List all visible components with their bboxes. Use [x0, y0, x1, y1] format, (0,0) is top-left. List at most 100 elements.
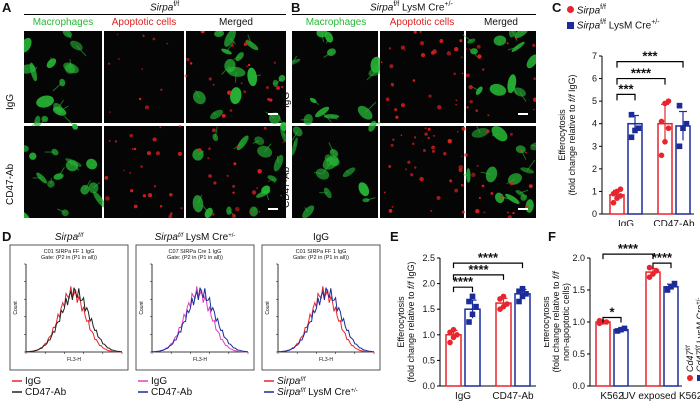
panel-a-tile-r1-c1-apoptotic — [129, 172, 132, 174]
panel-letter-e: E — [390, 229, 399, 244]
panel-a-tile-r1-c2-process — [276, 155, 279, 164]
flow-histogram-curve — [277, 287, 375, 353]
panel-a-tile-r0-c2-apoptotic — [269, 98, 273, 102]
panel-b-tile-r1-c1-apoptotic — [427, 127, 431, 131]
flow-legend-label: IgG — [151, 376, 167, 387]
panel-b-tile-r0-c2-apoptotic — [476, 44, 481, 49]
flow-legend-label: CD47-Ab — [151, 387, 193, 398]
panel-b-tile-r1-c1-apoptotic — [443, 152, 447, 156]
data-point — [621, 325, 628, 332]
data-point — [653, 268, 660, 274]
panel-a-tile-r1-c1-apoptotic — [131, 147, 134, 151]
panel-b-tile-r1-c1-apoptotic — [400, 134, 403, 136]
panel-a-tile-r0-c2-apoptotic — [186, 57, 190, 62]
panel-a-tile-r0-c0-process — [50, 57, 52, 64]
panel-b-tile-r1-c0-process — [372, 121, 381, 127]
panel-b-tile-r0-c2-apoptotic — [482, 68, 485, 71]
panel-b-tile-r1-c0-bg — [292, 126, 378, 218]
panel-a-tile-r1-c2-apoptotic — [268, 180, 270, 183]
panel-b-tile-r0-c0-process — [321, 32, 325, 43]
significance-bracket — [452, 286, 474, 293]
panel-a-col-macrophages: Macrophages — [32, 17, 94, 28]
significance-label: *** — [618, 81, 634, 96]
panel-a-tile-r1-c2-apoptotic — [197, 147, 202, 152]
legend-c-red-dot — [567, 6, 574, 14]
panel-b-tile-r1-c1-apoptotic — [430, 209, 433, 212]
panel-a-tile-r0-c2-apoptotic — [243, 90, 247, 94]
panel-a-tile-r1-c1-apoptotic — [142, 194, 147, 198]
panel-a-tile-r0-c2-process — [195, 89, 200, 98]
panel-b-col-merged: Merged — [484, 17, 518, 28]
panel-b-tile-r0-c1-apoptotic — [389, 64, 394, 69]
panel-a-tile-r0-c2-apoptotic — [229, 109, 233, 112]
y-tick-label: 0 — [592, 209, 597, 219]
data-point — [665, 98, 672, 104]
panel-b-tile-r1-c1-apoptotic — [388, 164, 392, 169]
y-tick-label: 1 — [592, 186, 597, 196]
panel-b-tile-r1-c2-process — [476, 126, 481, 134]
data-point — [500, 293, 507, 300]
panel-b-col-apoptotic: Apoptotic cells — [389, 17, 455, 28]
panel-a-tile-r0-c1-apoptotic — [116, 33, 119, 36]
flow-title: Sirpaf/f LysM Cre+/- — [155, 232, 236, 243]
flow-legend-label: IgG — [25, 376, 41, 387]
panel-a-tile-r1-c1-apoptotic — [155, 151, 160, 156]
panel-a-row-igg: IgG — [5, 93, 16, 110]
panel-b-tile-r0-c2-process — [462, 34, 472, 42]
panel-b-tile-r1-c2-apoptotic — [509, 132, 513, 136]
panel-a-tile-r1-c2-apoptotic — [232, 191, 235, 194]
panel-a-tile-r1-c2-cell — [254, 136, 265, 146]
panel-b-tile-r0-c0 — [285, 27, 387, 126]
panel-b-tile-r1-c0-cell — [291, 137, 298, 156]
data-point — [617, 186, 624, 192]
panel-a-tile-r1-c2-apoptotic — [212, 128, 216, 133]
panel-b-tile-r0-c1-bg — [380, 31, 464, 123]
panel-a-tile-r1-c2-apoptotic — [282, 141, 285, 144]
data-point — [662, 138, 668, 145]
panel-b-tile-r1-c2-apoptotic — [475, 208, 480, 214]
panel-a-tile-r1-c2-apoptotic — [233, 162, 237, 166]
panel-a-tile-r1-c0-cell — [51, 148, 59, 156]
data-point — [469, 311, 476, 318]
panel-a-tile-r0-c2-cell — [227, 66, 246, 77]
panel-b-micrographs — [285, 25, 542, 223]
panel-a-tile-r0-c2-cell — [210, 109, 223, 120]
panel-a-tile-r0-c2-apoptotic — [200, 29, 205, 34]
panel-b-tile-r0-c2-process — [494, 89, 499, 94]
panel-a-tile-r1-c2 — [186, 116, 288, 219]
panel-b-tile-r1-c2-apoptotic — [478, 196, 481, 200]
y-tick-label: 2.0 — [422, 279, 435, 289]
significance-bracket — [616, 77, 666, 85]
flow-y-label: Count — [139, 301, 145, 315]
y-tick-label: 7 — [592, 51, 597, 61]
panel-a-tile-r1-c2-apoptotic — [258, 210, 261, 213]
flow-gate-label: Gate: (P2 in (P1 in all)) — [167, 255, 223, 261]
panel-b-tile-r1-c2-apoptotic — [486, 129, 490, 134]
panel-b-tile-r0-c1-apoptotic — [392, 85, 394, 87]
data-point — [519, 293, 526, 300]
panel-a-tile-r0-c1-apoptotic — [118, 58, 120, 60]
panel-a-tile-r0-c2-apoptotic — [276, 86, 280, 90]
panel-b-tile-r0-c1-apoptotic — [453, 72, 457, 76]
panel-a-scale-bar — [268, 113, 278, 115]
panel-b-tile-r0-c1-apoptotic — [394, 108, 398, 112]
panel-a-tile-r1-c0-bg — [24, 126, 102, 218]
panel-b-tile-r1-c1-apoptotic — [432, 149, 435, 153]
panel-a-tile-r1-c1-apoptotic — [146, 151, 151, 156]
panel-a-tile-r0-c0-process — [44, 101, 51, 106]
panel-b-tile-r0-c2-cell — [475, 86, 483, 95]
y-tick-label: 2 — [592, 164, 597, 174]
panel-a-tile-r1-c1-apoptotic — [169, 192, 173, 197]
x-tick-label: UV exposed K562 — [622, 391, 700, 402]
panel-a-tile-r0-c1-apoptotic — [109, 111, 112, 113]
panel-b-title-rule — [292, 14, 536, 15]
panel-a-tile-r1-c0-process — [73, 162, 80, 171]
panel-b-tile-r1-c2-apoptotic — [500, 197, 503, 200]
panel-b-col-macrophages: Macrophages — [305, 17, 367, 28]
panel-b-tile-r1-c0-cell — [323, 187, 332, 199]
flow-title: Sirpaf/f — [55, 232, 85, 243]
panel-b-tile-r1-c2 — [462, 126, 542, 220]
panel-a-tile-r1-c2-apoptotic — [207, 157, 210, 160]
panel-a-tile-r0-c2-process — [252, 74, 261, 78]
y-tick-label: 5 — [592, 96, 597, 106]
